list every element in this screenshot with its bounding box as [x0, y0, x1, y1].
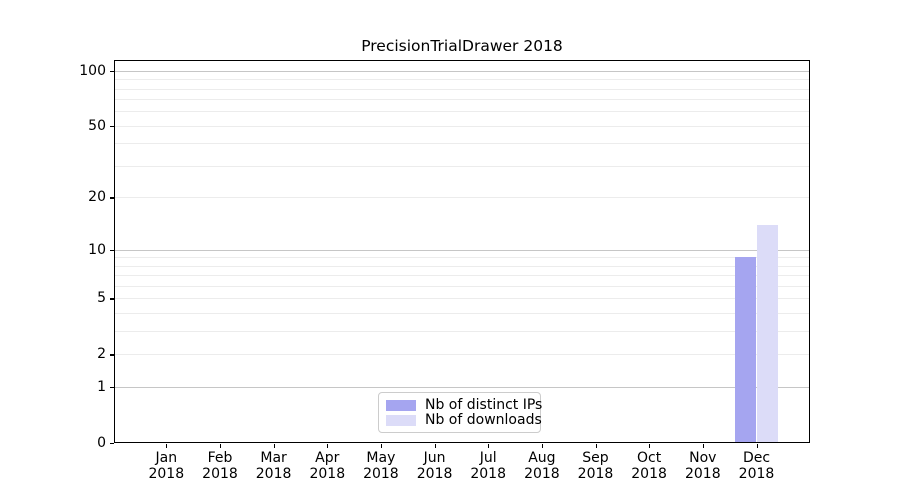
x-tick-mark — [434, 443, 436, 448]
x-tick-label: May 2018 — [363, 450, 399, 482]
y-tick-mark — [109, 197, 114, 199]
y-tick-mark — [109, 387, 114, 389]
gridline-minor — [114, 197, 810, 199]
y-tick-mark — [109, 354, 114, 356]
gridline-minor — [114, 99, 810, 101]
gridline-minor — [114, 166, 810, 167]
gridline-minor — [114, 257, 810, 259]
x-tick-label: Feb 2018 — [202, 450, 238, 482]
x-tick-mark — [702, 443, 704, 448]
gridline-minor — [114, 88, 810, 90]
legend-swatch-icon — [386, 414, 416, 426]
y-tick-label: 5 — [97, 290, 106, 307]
legend-row: Nb of distinct IPs — [386, 397, 542, 413]
gridline-major — [114, 249, 810, 251]
gridline-minor — [114, 265, 810, 267]
gridline-minor — [114, 79, 810, 81]
y-tick-mark — [109, 443, 114, 445]
gridline-minor — [114, 354, 810, 356]
y-tick-label: 0 — [97, 435, 106, 451]
y-tick-label: 2 — [97, 346, 106, 363]
legend-row: Nb of downloads — [386, 412, 542, 428]
gridline-minor — [114, 111, 810, 113]
gridline-minor — [114, 275, 810, 277]
x-tick-mark — [220, 443, 222, 448]
chart-title: PrecisionTrialDrawer 2018 — [361, 37, 563, 55]
y-tick-mark — [109, 298, 114, 300]
x-tick-mark — [488, 443, 490, 448]
x-tick-label: Aug 2018 — [524, 450, 560, 482]
y-tick-label: 100 — [79, 62, 106, 79]
bar-nb-of-downloads — [756, 224, 779, 443]
x-tick-label: Jul 2018 — [470, 450, 506, 482]
x-tick-label: Jun 2018 — [416, 450, 453, 482]
x-tick-label: Mar 2018 — [255, 450, 292, 482]
legend: Nb of distinct IPs Nb of downloads — [378, 392, 542, 433]
legend-swatch-icon — [386, 399, 416, 411]
gridline-minor — [114, 331, 810, 333]
y-tick-mark — [109, 125, 114, 127]
legend-label: Nb of downloads — [425, 412, 542, 428]
x-tick-label: Jan 2018 — [148, 450, 185, 482]
gridline-minor — [114, 286, 810, 287]
x-tick-mark — [756, 443, 758, 448]
y-tick-label: 20 — [88, 189, 106, 206]
plot-area — [114, 59, 810, 443]
y-tick-label: 1 — [97, 379, 106, 396]
y-tick-mark — [109, 70, 114, 72]
x-tick-mark — [649, 443, 651, 448]
x-tick-mark — [380, 443, 383, 448]
gridline-minor — [114, 125, 810, 127]
x-tick-label: Nov 2018 — [684, 450, 721, 482]
gridline-major — [114, 70, 810, 72]
x-tick-label: Oct 2018 — [631, 450, 667, 482]
x-tick-mark — [166, 443, 168, 448]
x-tick-label: Sep 2018 — [577, 450, 614, 482]
gridline-minor — [114, 143, 810, 145]
x-tick-mark — [595, 443, 597, 448]
y-tick-mark — [109, 249, 114, 251]
gridline-major — [114, 387, 810, 389]
legend-label: Nb of distinct IPs — [425, 397, 543, 413]
x-tick-mark — [541, 443, 544, 448]
x-tick-label: Apr 2018 — [309, 450, 346, 482]
x-tick-mark — [273, 443, 275, 448]
bar-nb-of-distinct-ips — [734, 257, 757, 443]
y-tick-label: 10 — [88, 241, 106, 258]
x-tick-label: Dec 2018 — [738, 450, 775, 482]
gridline-minor — [114, 313, 810, 315]
gridline-minor — [114, 298, 810, 300]
y-tick-label: 50 — [88, 117, 106, 134]
x-tick-mark — [327, 443, 329, 448]
